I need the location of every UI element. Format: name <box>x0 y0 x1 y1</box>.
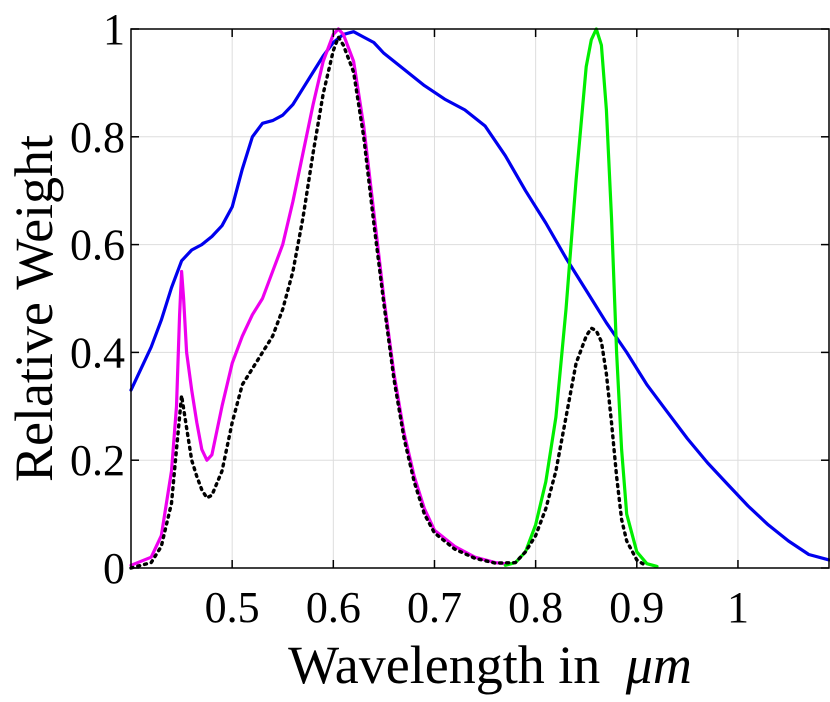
y-tick-label: 0.2 <box>70 436 125 485</box>
ticks: 0.5 0.6 0.7 0.8 0.9 1 0 0.2 0.4 0.6 0.8 1 <box>70 5 829 632</box>
y-axis-label: Relative Weight <box>4 135 64 482</box>
series-line-2 <box>129 27 507 567</box>
y-tick-label: 0.8 <box>70 113 125 162</box>
y-tick-label: 0.6 <box>70 221 125 270</box>
x-tick-label: 0.9 <box>609 583 664 632</box>
series-layer <box>129 27 830 570</box>
series-line-1 <box>129 30 830 562</box>
x-tick-label: 0.5 <box>205 583 260 632</box>
x-tick-label: 0.7 <box>407 583 462 632</box>
series-line-3 <box>503 27 659 568</box>
y-tick-label: 1 <box>103 5 125 54</box>
x-axis-label: Wavelength in μm <box>288 635 692 695</box>
x-axis-unit-symbol: μm <box>625 635 692 695</box>
plot-frame <box>130 28 830 569</box>
y-tick-label: 0 <box>103 544 125 593</box>
series-line-4 <box>129 35 649 570</box>
x-tick-label: 0.8 <box>508 583 563 632</box>
y-tick-label: 0.4 <box>70 328 125 377</box>
x-tick-label: 0.6 <box>306 583 361 632</box>
x-tick-label: 1 <box>727 583 749 632</box>
grid <box>131 28 829 569</box>
x-axis-label-text: Wavelength in <box>288 635 600 695</box>
